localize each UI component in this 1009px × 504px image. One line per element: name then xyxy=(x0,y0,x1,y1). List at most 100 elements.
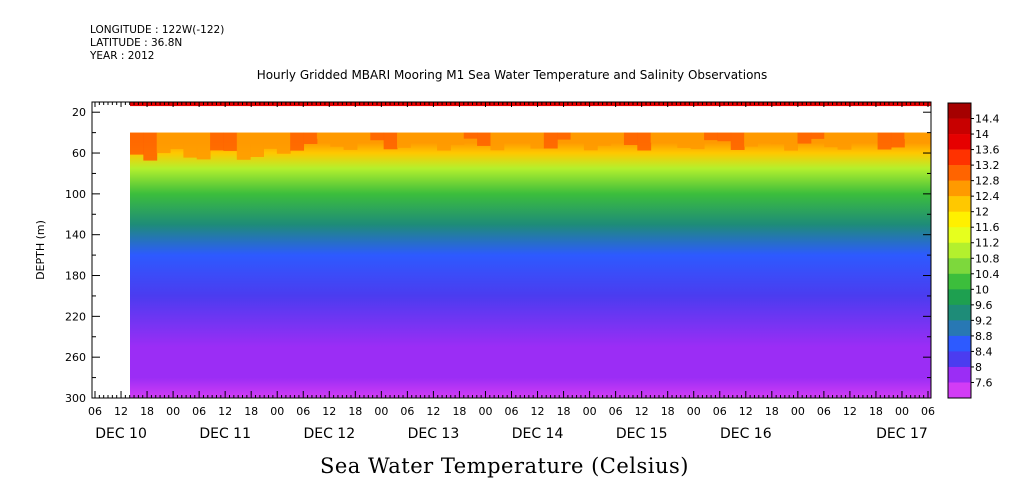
colorbar-swatch xyxy=(948,335,971,352)
colorbar-swatch xyxy=(948,258,971,275)
x-tick-label: 18 xyxy=(661,405,675,418)
x-tick-label: 12 xyxy=(114,405,128,418)
heatmap-field xyxy=(130,132,931,398)
x-day-label: DEC 12 xyxy=(303,426,355,442)
y-tick-label: 20 xyxy=(72,106,86,119)
heatmap-surface-cell xyxy=(517,132,531,140)
colorbar-label: 9.2 xyxy=(975,314,993,327)
colorbar-title: Sea Water Temperature (Celsius) xyxy=(319,454,689,478)
colorbar-frame xyxy=(947,102,972,399)
colorbar-swatch xyxy=(948,180,971,197)
heatmap-surface-cell xyxy=(503,132,518,142)
y-tick-label: 60 xyxy=(72,147,86,160)
colorbar-swatch xyxy=(948,242,971,259)
year-label: YEAR : 2012 xyxy=(90,50,155,62)
x-tick-label: 12 xyxy=(218,405,232,418)
x-tick-label: 00 xyxy=(270,405,284,418)
x-tick-label: 06 xyxy=(921,405,935,418)
colorbar-label: 12.8 xyxy=(975,175,1000,188)
heatmap-surface-cell xyxy=(343,132,358,150)
x-tick-label: 00 xyxy=(478,405,492,418)
colorbar-label: 14 xyxy=(975,128,989,141)
colorbar-label: 8 xyxy=(975,361,982,374)
colorbar-swatch xyxy=(948,118,971,135)
x-tick-label: 18 xyxy=(869,405,883,418)
colorbar-label: 10.4 xyxy=(975,268,1000,281)
heatmap-surface-cell xyxy=(130,132,144,155)
heatmap-surface-cell xyxy=(890,132,905,148)
colorbar-label: 11.6 xyxy=(975,221,1000,234)
heatmap-surface-cell xyxy=(824,132,839,148)
colorbar-label: 9.6 xyxy=(975,299,993,312)
x-day-label: DEC 14 xyxy=(512,426,564,442)
colorbar: 14.4 14 13.6 13.2 12.8 12.4 12 11.6 11.2 10.8 10.4… xyxy=(947,102,1000,399)
heatmap-surface-cell xyxy=(917,132,932,144)
heatmap-surface-cell xyxy=(236,132,251,160)
heatmap-surface-cell xyxy=(156,132,171,154)
x-tick-label: 00 xyxy=(374,405,388,418)
heatmap-surface-cell xyxy=(410,132,425,140)
colorbar-swatch xyxy=(948,382,971,399)
heatmap-surface-cell xyxy=(864,132,879,141)
heatmap-surface-cell xyxy=(490,132,505,151)
x-day-label: DEC 11 xyxy=(199,426,251,442)
x-tick-label: 12 xyxy=(322,405,336,418)
heatmap-surface-cell xyxy=(383,132,398,150)
heatmap-surface-cell xyxy=(170,132,184,150)
heatmap-surface-cell xyxy=(356,132,371,142)
colorbar-label: 8.4 xyxy=(975,345,993,358)
heatmap-surface-cell xyxy=(650,132,665,143)
heatmap-surface-cell xyxy=(276,132,291,154)
heatmap-surface-cell xyxy=(784,132,798,151)
x-tick-label: 06 xyxy=(400,405,414,418)
x-tick-label: 12 xyxy=(635,405,649,418)
longitude-label: LONGITUDE : 122W(-122) xyxy=(90,24,225,36)
x-tick-label: 18 xyxy=(765,405,779,418)
heatmap-surface-cell xyxy=(623,132,638,146)
x-tick-label: 06 xyxy=(505,405,519,418)
x-day-label: DEC 13 xyxy=(408,426,460,442)
x-tick-label: 12 xyxy=(739,405,753,418)
x-tick-label: 18 xyxy=(140,405,154,418)
x-tick-label: 00 xyxy=(895,405,909,418)
heatmap-surface-cell xyxy=(210,132,224,151)
heatmap-surface-cell xyxy=(730,132,745,150)
colorbar-label: 7.6 xyxy=(975,376,993,389)
axes: 20 60 100 140 180 220 260 300 DEPTH (m) 06 12 18 00 0… xyxy=(34,101,935,442)
x-tick-label: 06 xyxy=(88,405,102,418)
colorbar-label: 13.2 xyxy=(975,159,1000,172)
x-tick-label: 12 xyxy=(426,405,440,418)
heatmap-surface-cell xyxy=(677,132,692,148)
heatmap-surface-cell xyxy=(437,132,451,151)
y-axis-label: DEPTH (m) xyxy=(34,220,47,280)
heatmap-surface-cell xyxy=(183,132,198,158)
heatmap-surface-cell xyxy=(290,132,305,151)
colorbar-swatch xyxy=(948,366,971,383)
x-tick-label: 06 xyxy=(817,405,831,418)
heatmap-surface-cell xyxy=(757,132,772,139)
heatmap-surface-cell xyxy=(597,132,612,146)
colorbar-label: 11.2 xyxy=(975,237,1000,250)
heatmap-surface-cell xyxy=(797,132,812,144)
y-tick-label: 260 xyxy=(65,351,86,364)
y-tick-label: 300 xyxy=(65,392,86,405)
heatmap-surface-cell xyxy=(610,132,625,139)
heatmap-surface-cell xyxy=(744,132,758,147)
heatmap-surface-cell xyxy=(770,132,785,145)
x-tick-label: 06 xyxy=(192,405,206,418)
colorbar-swatch xyxy=(948,273,971,290)
colorbar-swatch xyxy=(948,320,971,337)
x-tick-label: 18 xyxy=(348,405,362,418)
heatmap-surface-cell xyxy=(530,132,545,149)
colorbar-swatch xyxy=(948,304,971,321)
colorbar-swatch xyxy=(948,149,971,166)
heatmap-surface-cell xyxy=(837,132,852,150)
heatmap-surface-cell xyxy=(143,132,158,161)
x-tick-label: 18 xyxy=(244,405,258,418)
heatmap-surface-cell xyxy=(397,132,411,148)
y-tick-label: 180 xyxy=(65,270,86,283)
x-tick-label: 06 xyxy=(609,405,623,418)
heatmap-surface-cell xyxy=(303,132,318,144)
x-day-label: DEC 15 xyxy=(616,426,668,442)
heatmap-surface-cell xyxy=(423,132,438,143)
